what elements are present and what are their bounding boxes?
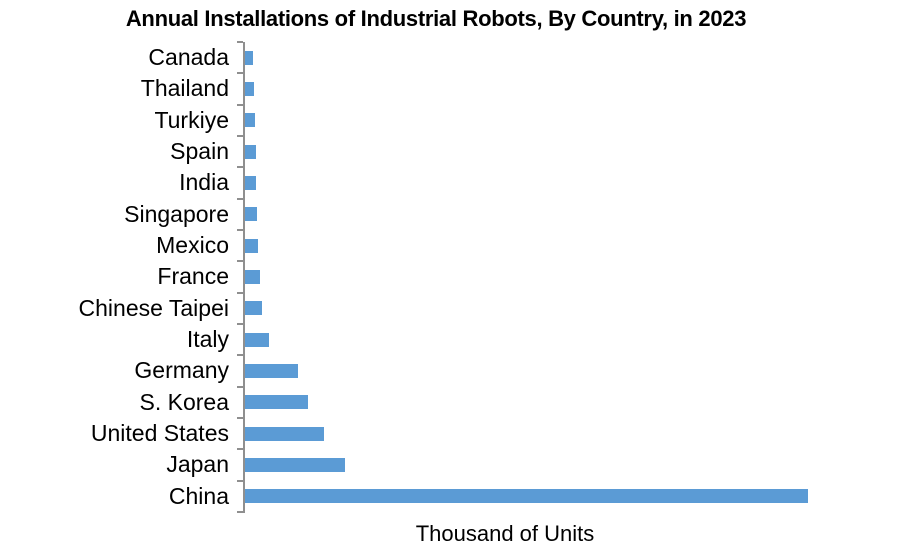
- bar-mexico: [245, 238, 259, 253]
- axis-tick: [237, 197, 243, 200]
- bar-row: [245, 418, 915, 449]
- category-label-thailand: Thailand: [140, 75, 229, 102]
- category-label-turkiye: Turkiye: [154, 106, 229, 133]
- bar-row: [245, 42, 915, 73]
- axis-tick: [237, 479, 243, 482]
- axis-tick: [237, 166, 243, 169]
- axis-tick: [237, 510, 243, 513]
- axis-tick: [237, 134, 243, 137]
- bar-row: [245, 449, 915, 480]
- bar-italy: [245, 332, 270, 347]
- category-label-france: France: [157, 263, 229, 290]
- category-label-s-korea: S. Korea: [139, 388, 230, 415]
- category-label-japan: Japan: [166, 451, 229, 478]
- axis-tick: [237, 103, 243, 106]
- bar-row: [245, 387, 915, 418]
- bar-row: [245, 324, 915, 355]
- bar-row: [245, 355, 915, 386]
- bar-row: [245, 293, 915, 324]
- bar-row: [245, 481, 915, 512]
- category-label-canada: Canada: [148, 44, 229, 71]
- bar-united-states: [245, 426, 325, 441]
- axis-tick: [237, 416, 243, 419]
- bar-row: [245, 230, 915, 261]
- category-label-mexico: Mexico: [156, 232, 229, 259]
- chart-title: Annual Installations of Industrial Robot…: [125, 6, 747, 31]
- bar-chinese-taipei: [245, 301, 262, 316]
- bar-singapore: [245, 207, 258, 222]
- bar-france: [245, 269, 261, 284]
- bar-row: [245, 199, 915, 230]
- bar-turkiye: [245, 113, 255, 128]
- bar-row: [245, 167, 915, 198]
- bar-china: [245, 489, 808, 504]
- bar-row: [245, 261, 915, 292]
- category-axis-line: [243, 42, 245, 513]
- axis-tick: [237, 72, 243, 75]
- axis-tick: [237, 385, 243, 388]
- category-label-chinese-taipei: Chinese Taipei: [78, 294, 229, 321]
- category-axis-labels: Canada Thailand Turkiye Spain India Singapore…: [0, 42, 229, 512]
- category-label-spain: Spain: [170, 138, 229, 165]
- axis-tick: [237, 260, 243, 263]
- bar-s-korea: [245, 395, 308, 410]
- axis-tick: [237, 291, 243, 294]
- bar-germany: [245, 363, 298, 378]
- bar-spain: [245, 144, 256, 159]
- bar-row: [245, 136, 915, 167]
- axis-tick: [237, 448, 243, 451]
- axis-tick: [237, 41, 243, 43]
- bar-row: [245, 73, 915, 104]
- x-axis-title: Thousand of Units: [415, 521, 595, 546]
- category-label-singapore: Singapore: [124, 200, 229, 227]
- bar-canada: [245, 50, 254, 65]
- category-label-italy: Italy: [186, 326, 229, 353]
- bar-japan: [245, 457, 345, 472]
- axis-tick: [237, 354, 243, 357]
- bar-thailand: [245, 81, 254, 96]
- category-label-china: China: [168, 482, 229, 509]
- category-label-germany: Germany: [134, 357, 229, 384]
- plot-area: [245, 42, 915, 512]
- bar-row: [245, 105, 915, 136]
- axis-tick: [237, 228, 243, 231]
- bar-india: [245, 175, 257, 190]
- category-label-india: India: [179, 169, 229, 196]
- category-label-united-states: United States: [90, 420, 229, 447]
- axis-tick: [237, 322, 243, 325]
